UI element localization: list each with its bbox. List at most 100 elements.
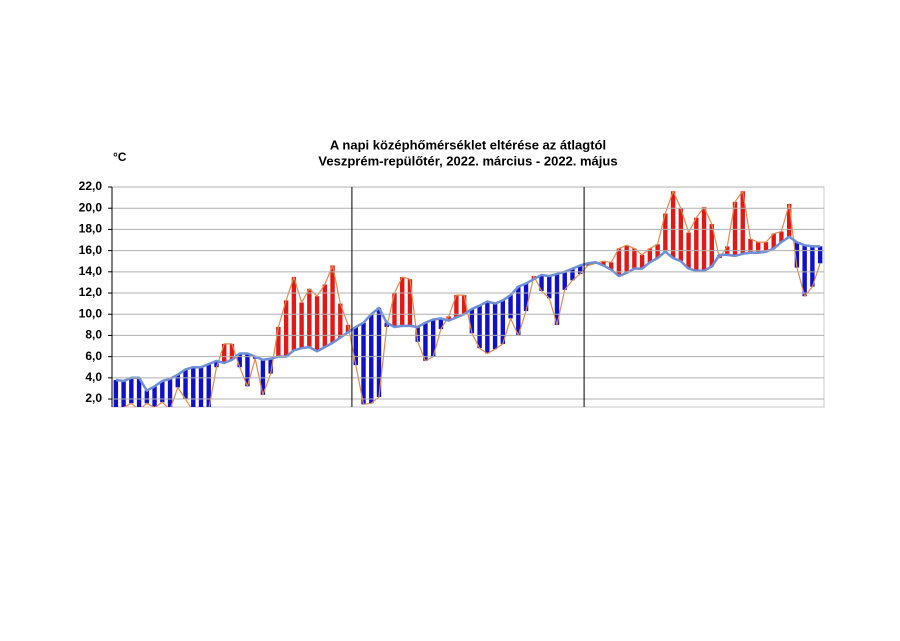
deviation-bar (663, 213, 668, 252)
deviation-bar (655, 244, 660, 259)
deviation-bar (670, 191, 676, 259)
deviation-bar (732, 201, 738, 256)
y-tick-label: 6,0 (85, 349, 102, 363)
deviation-bar (392, 293, 397, 327)
deviation-bar (229, 343, 235, 360)
deviation-bar (400, 277, 405, 326)
deviation-bar (508, 295, 513, 319)
deviation-bar (198, 367, 204, 407)
deviation-bar (678, 208, 684, 262)
deviation-bar (562, 271, 567, 290)
deviation-bar (756, 242, 761, 253)
deviation-bar (206, 364, 211, 407)
y-tick-label: 8,0 (85, 328, 102, 342)
deviation-bar (624, 245, 629, 273)
deviation-bar (415, 326, 420, 342)
deviation-bar (314, 296, 320, 352)
deviation-bar (601, 261, 606, 266)
deviation-bar (616, 248, 622, 277)
deviation-bar (802, 245, 807, 297)
deviation-bar (322, 284, 328, 348)
deviation-bar (260, 359, 266, 395)
y-tick-label: 10,0 (79, 306, 103, 320)
deviation-bar (461, 295, 467, 315)
deviation-bar (291, 277, 297, 351)
deviation-bar (167, 378, 173, 407)
deviation-bar (810, 246, 815, 287)
deviation-bar (245, 353, 250, 387)
y-tick-label: 4,0 (85, 370, 102, 384)
deviation-bar (144, 390, 150, 404)
deviation-bar (338, 303, 343, 338)
deviation-bar (554, 273, 560, 325)
y-tick-label: 2,0 (85, 391, 102, 405)
deviation-bar (547, 276, 552, 299)
average-line (115, 235, 821, 392)
deviation-bar (152, 386, 157, 407)
deviation-bar (183, 369, 188, 400)
deviation-bar (779, 231, 784, 243)
deviation-bar (276, 326, 281, 357)
deviation-bar (701, 207, 707, 271)
deviation-bar (369, 314, 374, 404)
deviation-bar (268, 358, 273, 374)
y-tick-label: 22,0 (79, 179, 103, 193)
deviation-bar (608, 262, 614, 270)
deviation-bar (345, 324, 351, 333)
y-tick-label: 16,0 (79, 243, 103, 257)
deviation-bar (492, 303, 498, 350)
deviation-bar (771, 233, 776, 249)
deviation-bar (748, 238, 753, 253)
y-tick-label: 20,0 (79, 200, 103, 214)
deviation-bar (237, 353, 242, 368)
deviation-bar (647, 248, 653, 263)
deviation-bar (330, 265, 335, 343)
deviation-bar (129, 377, 134, 404)
deviation-bar (454, 295, 459, 318)
deviation-bar (446, 316, 451, 321)
deviation-bar (740, 191, 745, 254)
y-axis-label: °C (113, 150, 127, 164)
actual-line (123, 190, 821, 407)
deviation-bar (307, 288, 312, 348)
deviation-bar (539, 275, 544, 291)
deviation-bar (794, 242, 800, 268)
deviation-bar (376, 307, 382, 397)
deviation-bar (477, 305, 482, 349)
deviation-bar (694, 217, 699, 271)
deviation-bar (214, 360, 219, 368)
deviation-bar (523, 283, 529, 312)
deviation-bar (485, 301, 490, 354)
deviation-bar (361, 322, 366, 405)
y-tick-label: 18,0 (79, 222, 103, 236)
deviation-bar (430, 319, 436, 357)
deviation-bar (353, 326, 358, 366)
deviation-bar (299, 302, 304, 349)
deviation-bar (175, 374, 180, 388)
deviation-bar (709, 224, 714, 267)
deviation-bar (578, 265, 583, 274)
deviation-bar (283, 300, 289, 357)
plot-frame (111, 186, 825, 408)
deviation-bar (136, 377, 142, 407)
deviation-bar (639, 254, 645, 269)
chart-subtitle: Veszprém-repülőtér, 2022. március - 2022… (318, 153, 617, 168)
deviation-bar (438, 318, 444, 330)
deviation-bar (817, 246, 823, 264)
deviation-bar (500, 300, 506, 344)
deviation-bar (160, 381, 165, 403)
deviation-bar (763, 242, 769, 252)
deviation-bar (570, 268, 575, 281)
deviation-bar (191, 367, 196, 407)
deviation-bar (423, 322, 428, 361)
deviation-bar (516, 286, 521, 336)
y-tick-label: 12,0 (79, 285, 103, 299)
deviation-bar (469, 308, 475, 334)
deviation-bar (407, 279, 413, 326)
plot-area (113, 190, 823, 407)
y-tick-label: 14,0 (79, 264, 103, 278)
deviation-bar (632, 248, 637, 269)
deviation-bar (222, 343, 227, 363)
chart-title: A napi középhőmérséklet eltérése az átla… (330, 137, 606, 152)
